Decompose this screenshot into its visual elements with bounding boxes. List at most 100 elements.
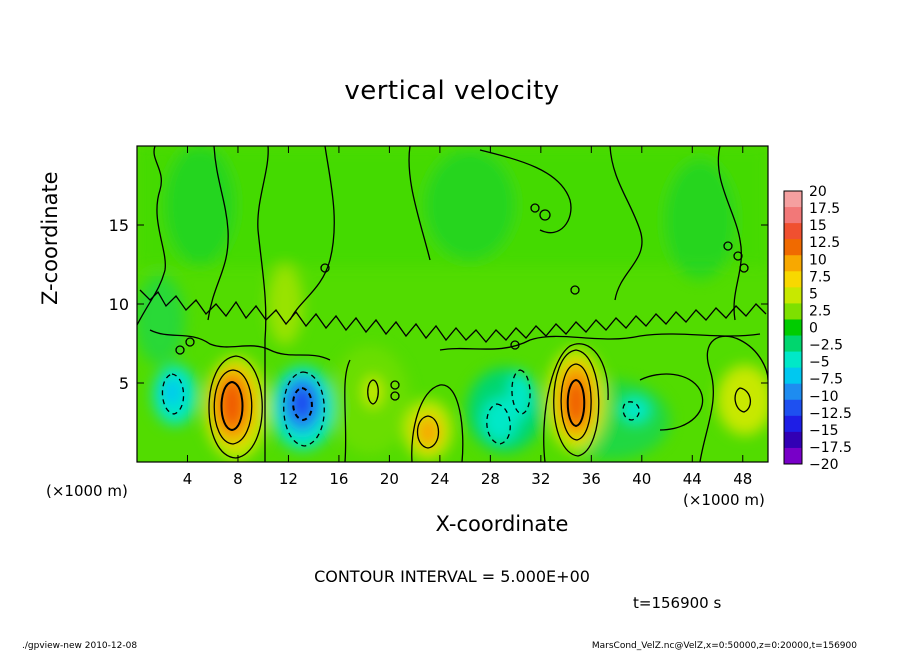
x-tick-label: 28: [481, 470, 500, 488]
contour-downdraft-29-a: [486, 403, 511, 445]
contour-interval-label: CONTOUR INTERVAL = 5.000E+00: [314, 567, 590, 586]
colorbar-label: −12.5: [809, 406, 852, 422]
footer-right: MarsCond_VelZ.nc@VelZ,x=0:50000,z=0:2000…: [591, 641, 857, 651]
colorbar-label: −2.5: [809, 338, 843, 354]
contour-lines: [137, 146, 768, 462]
x-tick-label: 48: [733, 470, 752, 488]
colorbar-swatch: [784, 303, 802, 320]
cell-downdraft-13-core: [292, 387, 312, 419]
colorbar-swatch: [784, 431, 802, 449]
loop-4: [733, 251, 743, 261]
cell-updraft-8-core: [219, 378, 245, 430]
cell-updraft-48: [717, 365, 768, 435]
field-shading: [137, 146, 768, 460]
zero-contour-4: [289, 146, 335, 321]
colorbar-label: −5: [809, 355, 830, 371]
zero-contour-11: [717, 146, 742, 321]
colorbar-swatch: [784, 399, 802, 417]
contour-updraft-35-mid: [560, 363, 592, 441]
contour-updraft-8-mid: [213, 369, 253, 445]
shade-2: [425, 150, 515, 260]
noisy-band-3: [439, 333, 761, 351]
zero-contour-10: [609, 146, 643, 301]
contour-updraft-48: [734, 387, 751, 413]
colorbar-label: −7.5: [809, 372, 843, 388]
contour-updraft-8-inner: [220, 380, 244, 432]
loop-5: [739, 263, 749, 273]
colorbar-label: 17.5: [809, 201, 840, 217]
colorbar-label: −15: [809, 423, 839, 439]
x-tick-label: 12: [279, 470, 298, 488]
noisy-band: [139, 289, 767, 344]
colorbar-swatch: [784, 335, 802, 353]
contour-downdraft-29-b: [511, 369, 531, 415]
loop-1: [539, 209, 551, 221]
colorbar-swatch: [784, 415, 802, 433]
shade-7: [267, 265, 303, 345]
plot-area: [137, 146, 768, 462]
zero-contour-9: [479, 149, 572, 234]
colorbar-label: 20: [809, 184, 827, 200]
shade-3: [665, 160, 735, 280]
colorbar-label: −17.5: [809, 440, 852, 456]
shade-4: [137, 275, 185, 365]
colorbar-swatch: [784, 367, 802, 385]
chart-title: vertical velocity: [344, 76, 560, 106]
contour-updraft-35-inner: [566, 378, 586, 428]
noisy-band-2: [149, 329, 331, 361]
zero-contour-12: [699, 335, 768, 462]
x-tick-label: 24: [430, 470, 449, 488]
loop-11: [570, 285, 580, 295]
contour-downdraft-13-outer: [283, 371, 325, 447]
x-tick-label: 36: [582, 470, 601, 488]
x-tick-label: 8: [233, 470, 243, 488]
y-tick-label: 10: [109, 295, 129, 314]
colorbar-swatch: [784, 255, 802, 272]
colorbar-swatch: [784, 207, 802, 224]
contour-updraft-23: [416, 415, 440, 449]
contour-updraft-35-outer: [553, 349, 600, 457]
zero-contour-2: [207, 146, 229, 321]
zero-contour-6: [344, 359, 351, 462]
x-axis: 4 8 12 16 20 24 28 32 36 40 44 48: [183, 146, 752, 488]
colorbar-swatch: [784, 351, 802, 369]
contour-updraft-19: [367, 379, 379, 405]
contour-downdraft-3: [161, 373, 185, 415]
loop-3: [723, 241, 733, 251]
x-tick-label: 40: [632, 470, 651, 488]
x-tick-label: 16: [329, 470, 348, 488]
cell-downdraft-29-core2: [508, 371, 532, 419]
time-label: t=156900 s: [633, 594, 722, 612]
zero-contour-1: [137, 146, 166, 326]
colorbar-swatch: [784, 383, 802, 401]
loop-7: [390, 391, 400, 401]
contour-downdraft-13-inner: [292, 386, 313, 422]
colorbar-frame: [783, 190, 803, 465]
x-tick-label: 4: [183, 470, 193, 488]
x-unit-label-left: (×1000 m): [46, 482, 128, 500]
loop-6: [390, 380, 400, 390]
colorbar-label: −20: [809, 457, 839, 473]
cell-updraft-35-core: [565, 377, 587, 427]
loop-2: [530, 203, 540, 213]
contour-updraft-8-outer: [208, 355, 263, 459]
zero-contour-13: [639, 373, 704, 431]
zero-contour-8: [543, 343, 609, 462]
cell-updraft-19: [363, 376, 383, 408]
loop-12: [320, 263, 330, 273]
x-unit-label-right: (×1000 m): [683, 491, 765, 509]
colorbar-swatch: [784, 447, 802, 465]
x-axis-label: X-coordinate: [435, 512, 569, 536]
zero-contour-5: [408, 146, 431, 261]
contour-downdraft-40: [622, 401, 640, 421]
x-tick-label: 20: [380, 470, 399, 488]
colorbar-swatch: [784, 223, 802, 240]
loop-9: [185, 337, 195, 347]
y-axis-label: Z-coordinate: [38, 171, 62, 305]
cell-updraft-23-core: [416, 416, 440, 448]
colorbar-label: 15: [809, 218, 827, 234]
colorbar-label: 12.5: [809, 235, 840, 251]
